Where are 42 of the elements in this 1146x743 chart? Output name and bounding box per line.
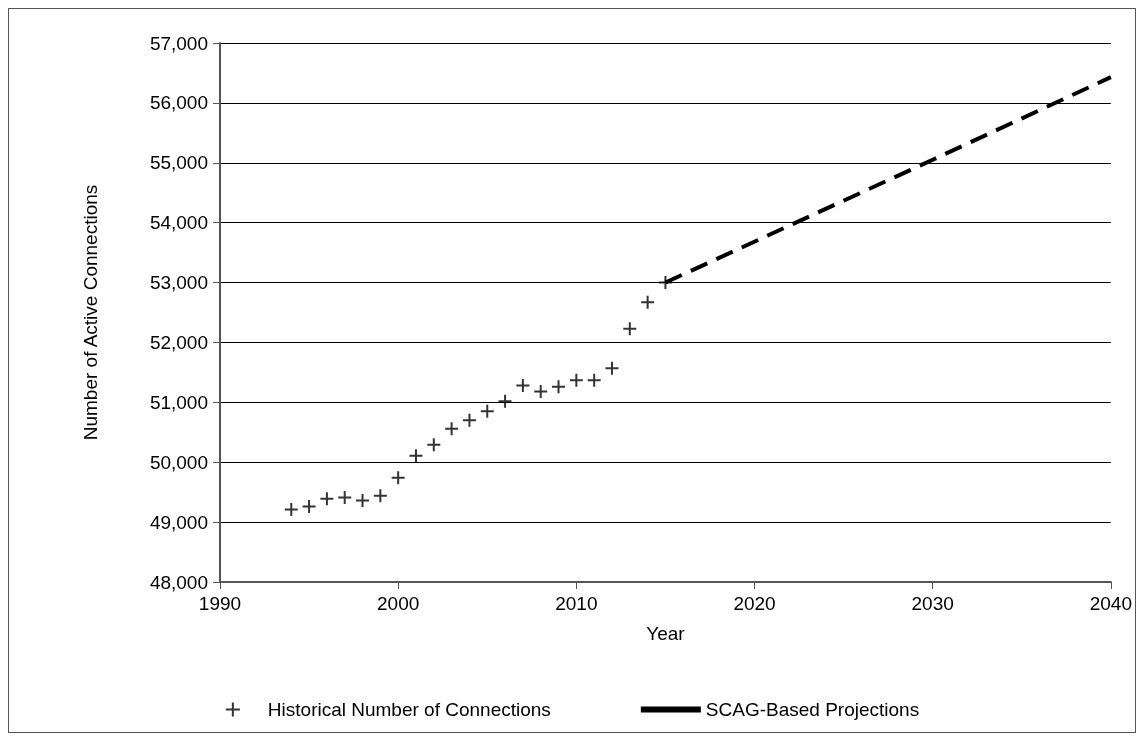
x-tick-label: 2040 (1089, 593, 1133, 614)
y-tick-label: 52,000 (149, 331, 208, 353)
y-tick-label: 53,000 (149, 272, 208, 294)
y-tick-label: 49,000 (149, 511, 208, 533)
point (551, 379, 567, 395)
point (444, 421, 460, 437)
legend-label: SCAG-Based Projections (705, 699, 920, 720)
point (657, 275, 673, 291)
point (337, 490, 353, 506)
x-tick-label: 2020 (733, 593, 776, 614)
y-axis-title: Number of Active Connections (80, 184, 101, 441)
point (426, 437, 442, 453)
x-tick-label: 2030 (911, 593, 954, 614)
legend-label: Historical Number of Connections (267, 699, 551, 720)
y-tick-label: 50,000 (149, 451, 208, 473)
point (515, 378, 531, 394)
point (283, 502, 299, 518)
point (586, 372, 602, 388)
point (372, 488, 388, 504)
y-tick-label: 48,000 (149, 571, 208, 593)
point (568, 372, 584, 388)
x-tick-label: 2010 (555, 593, 598, 614)
x-axis-title: Year (646, 623, 686, 644)
point (461, 412, 477, 428)
x-tick-label: 2000 (377, 593, 420, 614)
point (479, 403, 495, 419)
point (301, 499, 317, 515)
point (640, 294, 656, 310)
y-tick-label: 57,000 (149, 32, 208, 54)
point (622, 321, 638, 337)
y-tick-label: 55,000 (149, 152, 208, 174)
point (408, 448, 424, 464)
point (533, 384, 549, 400)
point (604, 360, 620, 376)
x-tick-label: 1990 (198, 593, 242, 614)
y-tick-label: 51,000 (149, 391, 208, 413)
point (390, 470, 406, 486)
point (319, 491, 335, 507)
point (355, 493, 371, 509)
y-tick-label: 56,000 (149, 92, 208, 114)
y-tick-label: 54,000 (149, 212, 208, 234)
point (497, 393, 513, 409)
